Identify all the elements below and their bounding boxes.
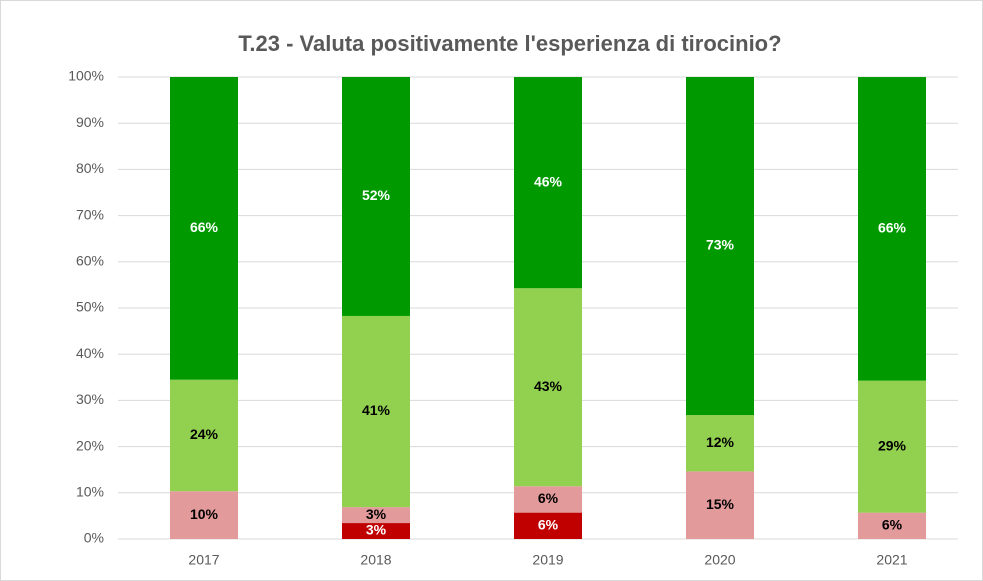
y-tick-label: 10% <box>76 484 104 500</box>
bar-segment <box>170 379 238 492</box>
y-tick-label: 40% <box>76 345 104 361</box>
data-label: 3% <box>366 506 387 522</box>
y-tick-label: 20% <box>76 437 104 453</box>
bar-segment <box>514 288 582 487</box>
data-label: 66% <box>190 219 219 235</box>
y-tick-label: 80% <box>76 160 104 176</box>
data-label: 41% <box>362 402 391 418</box>
bar-segment <box>686 77 754 416</box>
y-tick-label: 30% <box>76 391 104 407</box>
data-label: 3% <box>366 522 387 538</box>
x-tick-label: 2018 <box>360 552 391 568</box>
bar-segment <box>170 77 238 380</box>
bar-segment <box>514 486 582 513</box>
data-label: 52% <box>362 187 391 203</box>
data-label: 29% <box>878 437 907 453</box>
chart-title: T.23 - Valuta positivamente l'esperienza… <box>238 31 781 56</box>
bar-segment <box>686 471 754 539</box>
bar-segment <box>514 77 582 289</box>
bar-segment <box>686 415 754 472</box>
data-label: 12% <box>706 434 735 450</box>
data-label: 24% <box>190 426 219 442</box>
data-label: 15% <box>706 496 735 512</box>
y-tick-label: 90% <box>76 114 104 130</box>
y-tick-label: 0% <box>84 530 104 546</box>
data-label: 43% <box>534 378 563 394</box>
bar-segment <box>858 77 926 381</box>
x-tick-label: 2020 <box>704 552 735 568</box>
y-tick-label: 70% <box>76 206 104 222</box>
data-label: 6% <box>882 517 903 533</box>
y-tick-label: 100% <box>68 68 104 84</box>
data-label: 46% <box>534 173 563 189</box>
bar-segment <box>342 315 410 508</box>
bar-segment <box>514 512 582 539</box>
x-tick-label: 2021 <box>876 552 907 568</box>
x-tick-label: 2019 <box>532 552 563 568</box>
y-tick-label: 60% <box>76 253 104 269</box>
data-label: 73% <box>706 237 735 253</box>
bar-segment <box>170 491 238 539</box>
y-tick-label: 50% <box>76 299 104 315</box>
data-label: 10% <box>190 506 219 522</box>
bar-segment <box>342 77 410 316</box>
bar-segment <box>342 523 410 539</box>
data-label: 6% <box>538 517 559 533</box>
data-label: 66% <box>878 220 907 236</box>
bar-segment <box>858 512 926 539</box>
data-label: 6% <box>538 490 559 506</box>
bar-segment <box>858 380 926 513</box>
bar-segment <box>342 507 410 524</box>
x-tick-label: 2017 <box>188 552 219 568</box>
